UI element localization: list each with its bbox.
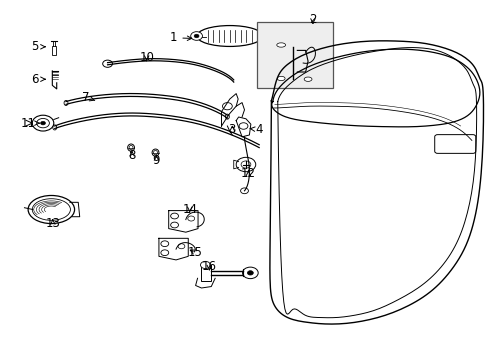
Bar <box>52 46 56 55</box>
Circle shape <box>161 241 168 247</box>
Text: 14: 14 <box>182 203 197 216</box>
Ellipse shape <box>129 145 133 150</box>
Ellipse shape <box>127 144 134 151</box>
Text: 15: 15 <box>188 246 203 259</box>
Circle shape <box>102 60 112 67</box>
FancyBboxPatch shape <box>434 135 475 153</box>
Text: 3: 3 <box>228 123 236 136</box>
Text: 9: 9 <box>152 154 160 167</box>
Text: 10: 10 <box>139 51 154 64</box>
Text: 4: 4 <box>249 123 263 136</box>
Ellipse shape <box>196 26 263 46</box>
Text: 1: 1 <box>169 31 191 44</box>
Circle shape <box>236 157 255 172</box>
Circle shape <box>41 121 45 125</box>
Text: 16: 16 <box>202 260 216 273</box>
Circle shape <box>161 250 168 256</box>
Ellipse shape <box>64 100 68 105</box>
Bar <box>201 265 211 281</box>
Circle shape <box>240 188 248 194</box>
Ellipse shape <box>153 150 157 155</box>
Ellipse shape <box>277 76 285 81</box>
Circle shape <box>178 244 184 249</box>
Circle shape <box>187 216 194 221</box>
Ellipse shape <box>225 114 229 119</box>
Ellipse shape <box>304 77 311 81</box>
Text: 5: 5 <box>31 40 45 53</box>
Text: 11: 11 <box>21 117 39 130</box>
Text: 2: 2 <box>308 13 316 26</box>
Text: 12: 12 <box>241 167 255 180</box>
Circle shape <box>170 213 178 219</box>
Circle shape <box>242 267 258 279</box>
Circle shape <box>247 271 253 275</box>
Circle shape <box>239 123 247 129</box>
Text: 7: 7 <box>81 91 95 104</box>
Bar <box>256 22 332 88</box>
Circle shape <box>37 118 49 128</box>
Circle shape <box>190 32 202 40</box>
Circle shape <box>170 222 178 228</box>
Ellipse shape <box>276 43 285 47</box>
Circle shape <box>32 115 54 131</box>
Ellipse shape <box>152 149 159 156</box>
Ellipse shape <box>32 199 70 220</box>
Circle shape <box>200 261 210 269</box>
Ellipse shape <box>28 195 74 224</box>
Circle shape <box>194 34 199 38</box>
Text: 6: 6 <box>31 73 45 86</box>
Text: 13: 13 <box>45 217 60 230</box>
Circle shape <box>241 161 250 168</box>
Circle shape <box>222 103 232 110</box>
Ellipse shape <box>53 125 57 130</box>
Text: 8: 8 <box>128 149 136 162</box>
